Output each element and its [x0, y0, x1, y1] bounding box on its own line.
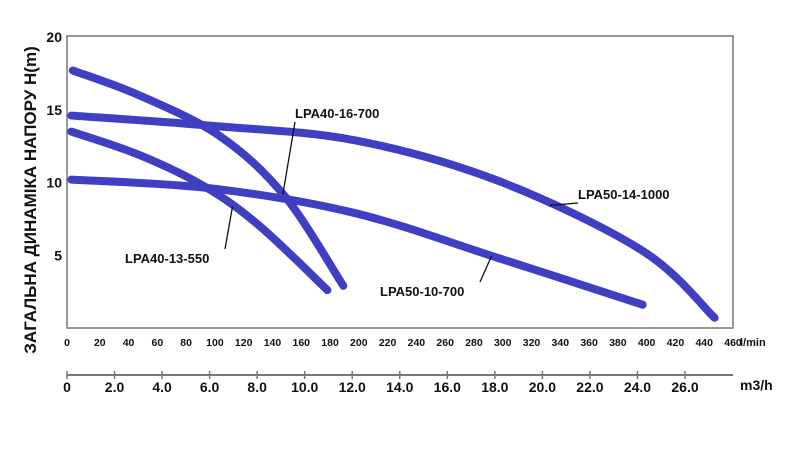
y-tick-label: 10: [46, 175, 62, 191]
x2-tick-label: 26.0: [671, 379, 698, 395]
x2-tick-label: 16.0: [434, 379, 461, 395]
x-tick-label: 280: [465, 337, 483, 349]
y-tick-label: 15: [46, 102, 62, 118]
x-tick-label: 120: [235, 337, 253, 349]
x-tick-label: 80: [180, 337, 192, 349]
annotation-leader: [224, 206, 234, 250]
x-tick-label: 300: [494, 337, 512, 349]
x-tick-label: 440: [695, 337, 713, 349]
x-tick-label: 260: [436, 337, 454, 349]
x2-tick-label: 10.0: [291, 379, 318, 395]
x2-tick-label: 14.0: [386, 379, 413, 395]
x-tick-label: 420: [667, 337, 685, 349]
x-axis-unit-lmin: l/min: [740, 337, 766, 349]
x-tick-label: 100: [206, 337, 224, 349]
x-tick-label: 20: [94, 337, 106, 349]
x-tick-label: 240: [408, 337, 426, 349]
x-tick-label: 400: [638, 337, 656, 349]
x2-tick-label: 0: [63, 379, 71, 395]
curve-lpa50-14-1000: [67, 111, 719, 322]
x2-tick-label: 24.0: [624, 379, 651, 395]
annotation-label: LPA40-16-700: [295, 106, 379, 121]
x2-tick-label: 6.0: [200, 379, 220, 395]
x-tick-label: 0: [64, 337, 70, 349]
x2-tick-label: 4.0: [152, 379, 172, 395]
annotation-leader: [282, 121, 296, 195]
x-tick-label: 60: [152, 337, 164, 349]
x-tick-label: 340: [552, 337, 570, 349]
x-tick-label: 380: [609, 337, 627, 349]
x2-axis-unit-m3h: m3/h: [740, 377, 773, 393]
annotation-label: LPA40-13-550: [125, 251, 209, 266]
x2-tick-label: 12.0: [339, 379, 366, 395]
x2-tick-label: 8.0: [247, 379, 267, 395]
annotation-label: LPA50-10-700: [380, 284, 464, 299]
x-tick-label: 460: [724, 337, 742, 349]
x-tick-label: 40: [123, 337, 135, 349]
y-tick-label: 20: [46, 29, 62, 45]
annotation-leader: [549, 202, 579, 207]
x-tick-label: 220: [379, 337, 397, 349]
x-tick-label: 160: [292, 337, 310, 349]
y-axis-label: ЗАГАЛЬНА ДИНАМІКА НАПОРУ H(m): [21, 46, 40, 353]
x2-tick-label: 2.0: [105, 379, 125, 395]
annotation-label: LPA50-14-1000: [578, 187, 670, 202]
plot-frame: [66, 35, 734, 329]
curve-lpa40-16-700: [68, 66, 348, 290]
x-tick-label: 140: [264, 337, 282, 349]
curve-lpa50-10-700: [67, 175, 647, 309]
x-tick-label: 360: [580, 337, 598, 349]
x-tick-label: 200: [350, 337, 368, 349]
x2-tick-label: 18.0: [481, 379, 508, 395]
x-tick-label: 180: [321, 337, 339, 349]
annotation-leader: [479, 255, 493, 283]
y-tick-label: 5: [54, 247, 62, 263]
x2-tick-label: 22.0: [576, 379, 603, 395]
x-tick-label: 320: [523, 337, 541, 349]
x2-tick-label: 20.0: [529, 379, 556, 395]
